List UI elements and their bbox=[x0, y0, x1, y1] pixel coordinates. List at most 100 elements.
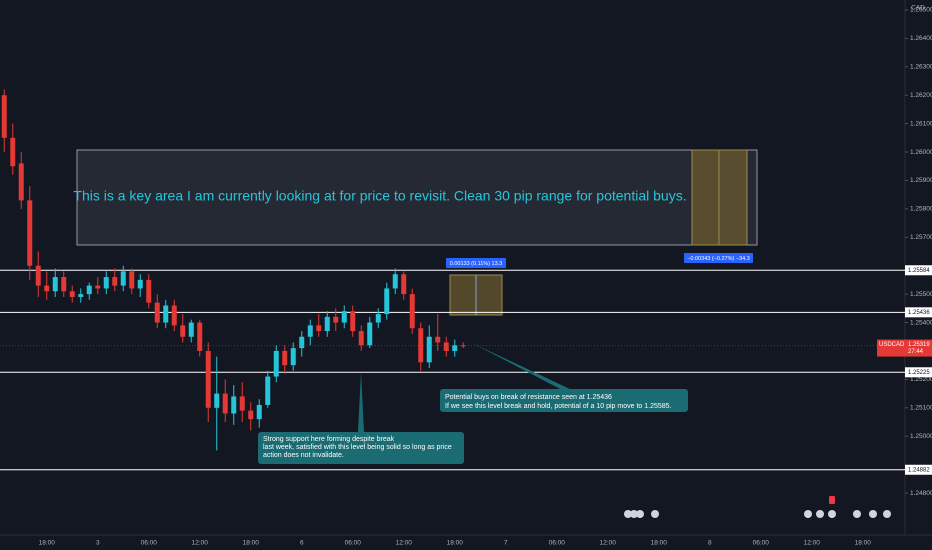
candle-body bbox=[256, 404, 262, 420]
annotation-layer: This is a key area I am currently lookin… bbox=[73, 188, 753, 464]
y-tick-label: 1.26200 bbox=[910, 92, 932, 99]
callout-text: action does not invalidate. bbox=[263, 452, 344, 459]
candle-body bbox=[273, 350, 279, 377]
callout-text: Strong support here forming despite brea… bbox=[263, 436, 395, 443]
currency-label: CAD bbox=[911, 5, 925, 12]
level-label-box bbox=[905, 265, 932, 276]
candle-body bbox=[205, 350, 211, 408]
x-tick-label: 6 bbox=[300, 540, 304, 547]
x-tick-label: 18:00 bbox=[447, 540, 464, 547]
candle-body bbox=[375, 314, 381, 323]
callout-box bbox=[258, 432, 464, 464]
candle-body bbox=[10, 137, 16, 167]
event-icon[interactable] bbox=[651, 510, 659, 518]
candle-body bbox=[120, 271, 126, 286]
candle-body bbox=[180, 325, 186, 337]
event-icon[interactable] bbox=[804, 510, 812, 518]
candle-body bbox=[333, 316, 339, 323]
measure-label-box bbox=[684, 253, 753, 263]
level-label: 1.24882 bbox=[908, 467, 930, 473]
x-tick-label: 12:00 bbox=[804, 540, 821, 547]
event-icon[interactable] bbox=[829, 496, 835, 504]
y-tick-label: 1.25400 bbox=[910, 319, 932, 326]
candle-body bbox=[358, 331, 364, 346]
callout-pointer bbox=[472, 343, 572, 392]
measure-label-box bbox=[446, 258, 506, 268]
y-tick-label: 1.26000 bbox=[910, 149, 932, 156]
event-icon[interactable] bbox=[816, 510, 824, 518]
candle-body bbox=[248, 410, 254, 420]
candle-body bbox=[52, 277, 58, 292]
callout-pointer bbox=[358, 372, 364, 432]
x-tick-label: 12:00 bbox=[600, 540, 617, 547]
x-tick-label: 3 bbox=[96, 540, 100, 547]
candle-body bbox=[443, 342, 449, 351]
candle-body bbox=[452, 345, 458, 351]
y-tick-label: 1.25100 bbox=[910, 405, 932, 412]
x-tick-label: 06:00 bbox=[753, 540, 770, 547]
x-tick-label: 12:00 bbox=[192, 540, 209, 547]
y-tick-label: 1.25200 bbox=[910, 376, 932, 383]
candle-body bbox=[401, 274, 407, 295]
candle-body bbox=[307, 325, 313, 337]
candle-body bbox=[95, 285, 101, 289]
x-tick-label: 18:00 bbox=[39, 540, 56, 547]
candle-body bbox=[324, 316, 330, 332]
x-tick-label: 18:00 bbox=[651, 540, 668, 547]
event-icon[interactable] bbox=[883, 510, 891, 518]
callout-text: Potential buys on break of resistance se… bbox=[445, 394, 612, 401]
candle-body bbox=[265, 376, 271, 405]
level-label-box bbox=[905, 307, 932, 318]
y-tick-label: 1.25700 bbox=[910, 234, 932, 241]
candle-body bbox=[341, 311, 347, 323]
event-icon[interactable] bbox=[636, 510, 644, 518]
candle-body bbox=[409, 294, 415, 329]
symbol-label: USDCAD bbox=[879, 342, 905, 348]
y-tick-label: 1.26400 bbox=[910, 35, 932, 42]
event-icons bbox=[624, 496, 891, 518]
level-label: 1.25584 bbox=[908, 268, 930, 274]
candle-body bbox=[299, 336, 305, 349]
candle-body bbox=[231, 396, 237, 414]
candle-body bbox=[384, 288, 390, 315]
candle-body bbox=[129, 271, 135, 289]
candle-body bbox=[290, 348, 296, 366]
event-icon[interactable] bbox=[828, 510, 836, 518]
level-label-box bbox=[905, 367, 932, 378]
candle-body bbox=[214, 393, 220, 408]
event-icon[interactable] bbox=[853, 510, 861, 518]
candle-body bbox=[197, 322, 203, 351]
candle-body bbox=[44, 285, 50, 292]
candle-body bbox=[18, 163, 24, 201]
level-label-box bbox=[905, 464, 932, 475]
event-icon[interactable] bbox=[630, 510, 638, 518]
candle-body bbox=[112, 277, 118, 286]
key-area-box bbox=[76, 149, 758, 246]
candle-body bbox=[103, 277, 109, 289]
x-tick-label: 12:00 bbox=[396, 540, 413, 547]
candle-body bbox=[35, 265, 41, 286]
candle-body bbox=[367, 322, 373, 346]
candle-body bbox=[154, 302, 160, 323]
price-axis: 1.26500 1.26400 1.26300 1.26200 1.26100 1.260… bbox=[39, 7, 932, 547]
y-tick-label: 1.25900 bbox=[910, 177, 932, 184]
candle-body bbox=[146, 279, 152, 303]
y-tick-label: 1.25000 bbox=[910, 433, 932, 440]
candle-body bbox=[282, 350, 288, 366]
event-icon[interactable] bbox=[624, 510, 632, 518]
x-tick-label: 06:00 bbox=[549, 540, 566, 547]
candle-body bbox=[137, 279, 143, 289]
y-tick-label: 1.24800 bbox=[910, 490, 932, 497]
measure-label: −0.00343 (−0.27%) −34.3 bbox=[687, 256, 750, 262]
candle-body bbox=[350, 311, 356, 332]
annotation-layer bbox=[76, 149, 758, 316]
plot-area bbox=[0, 89, 905, 471]
candle-body bbox=[86, 285, 92, 295]
last-price-box bbox=[877, 339, 932, 357]
key-area-text: This is a key area I am currently lookin… bbox=[73, 188, 686, 204]
y-tick-label: 1.26300 bbox=[910, 64, 932, 71]
candle-body bbox=[188, 322, 194, 337]
event-icon[interactable] bbox=[869, 510, 877, 518]
countdown-label: 27:44 bbox=[908, 349, 924, 355]
